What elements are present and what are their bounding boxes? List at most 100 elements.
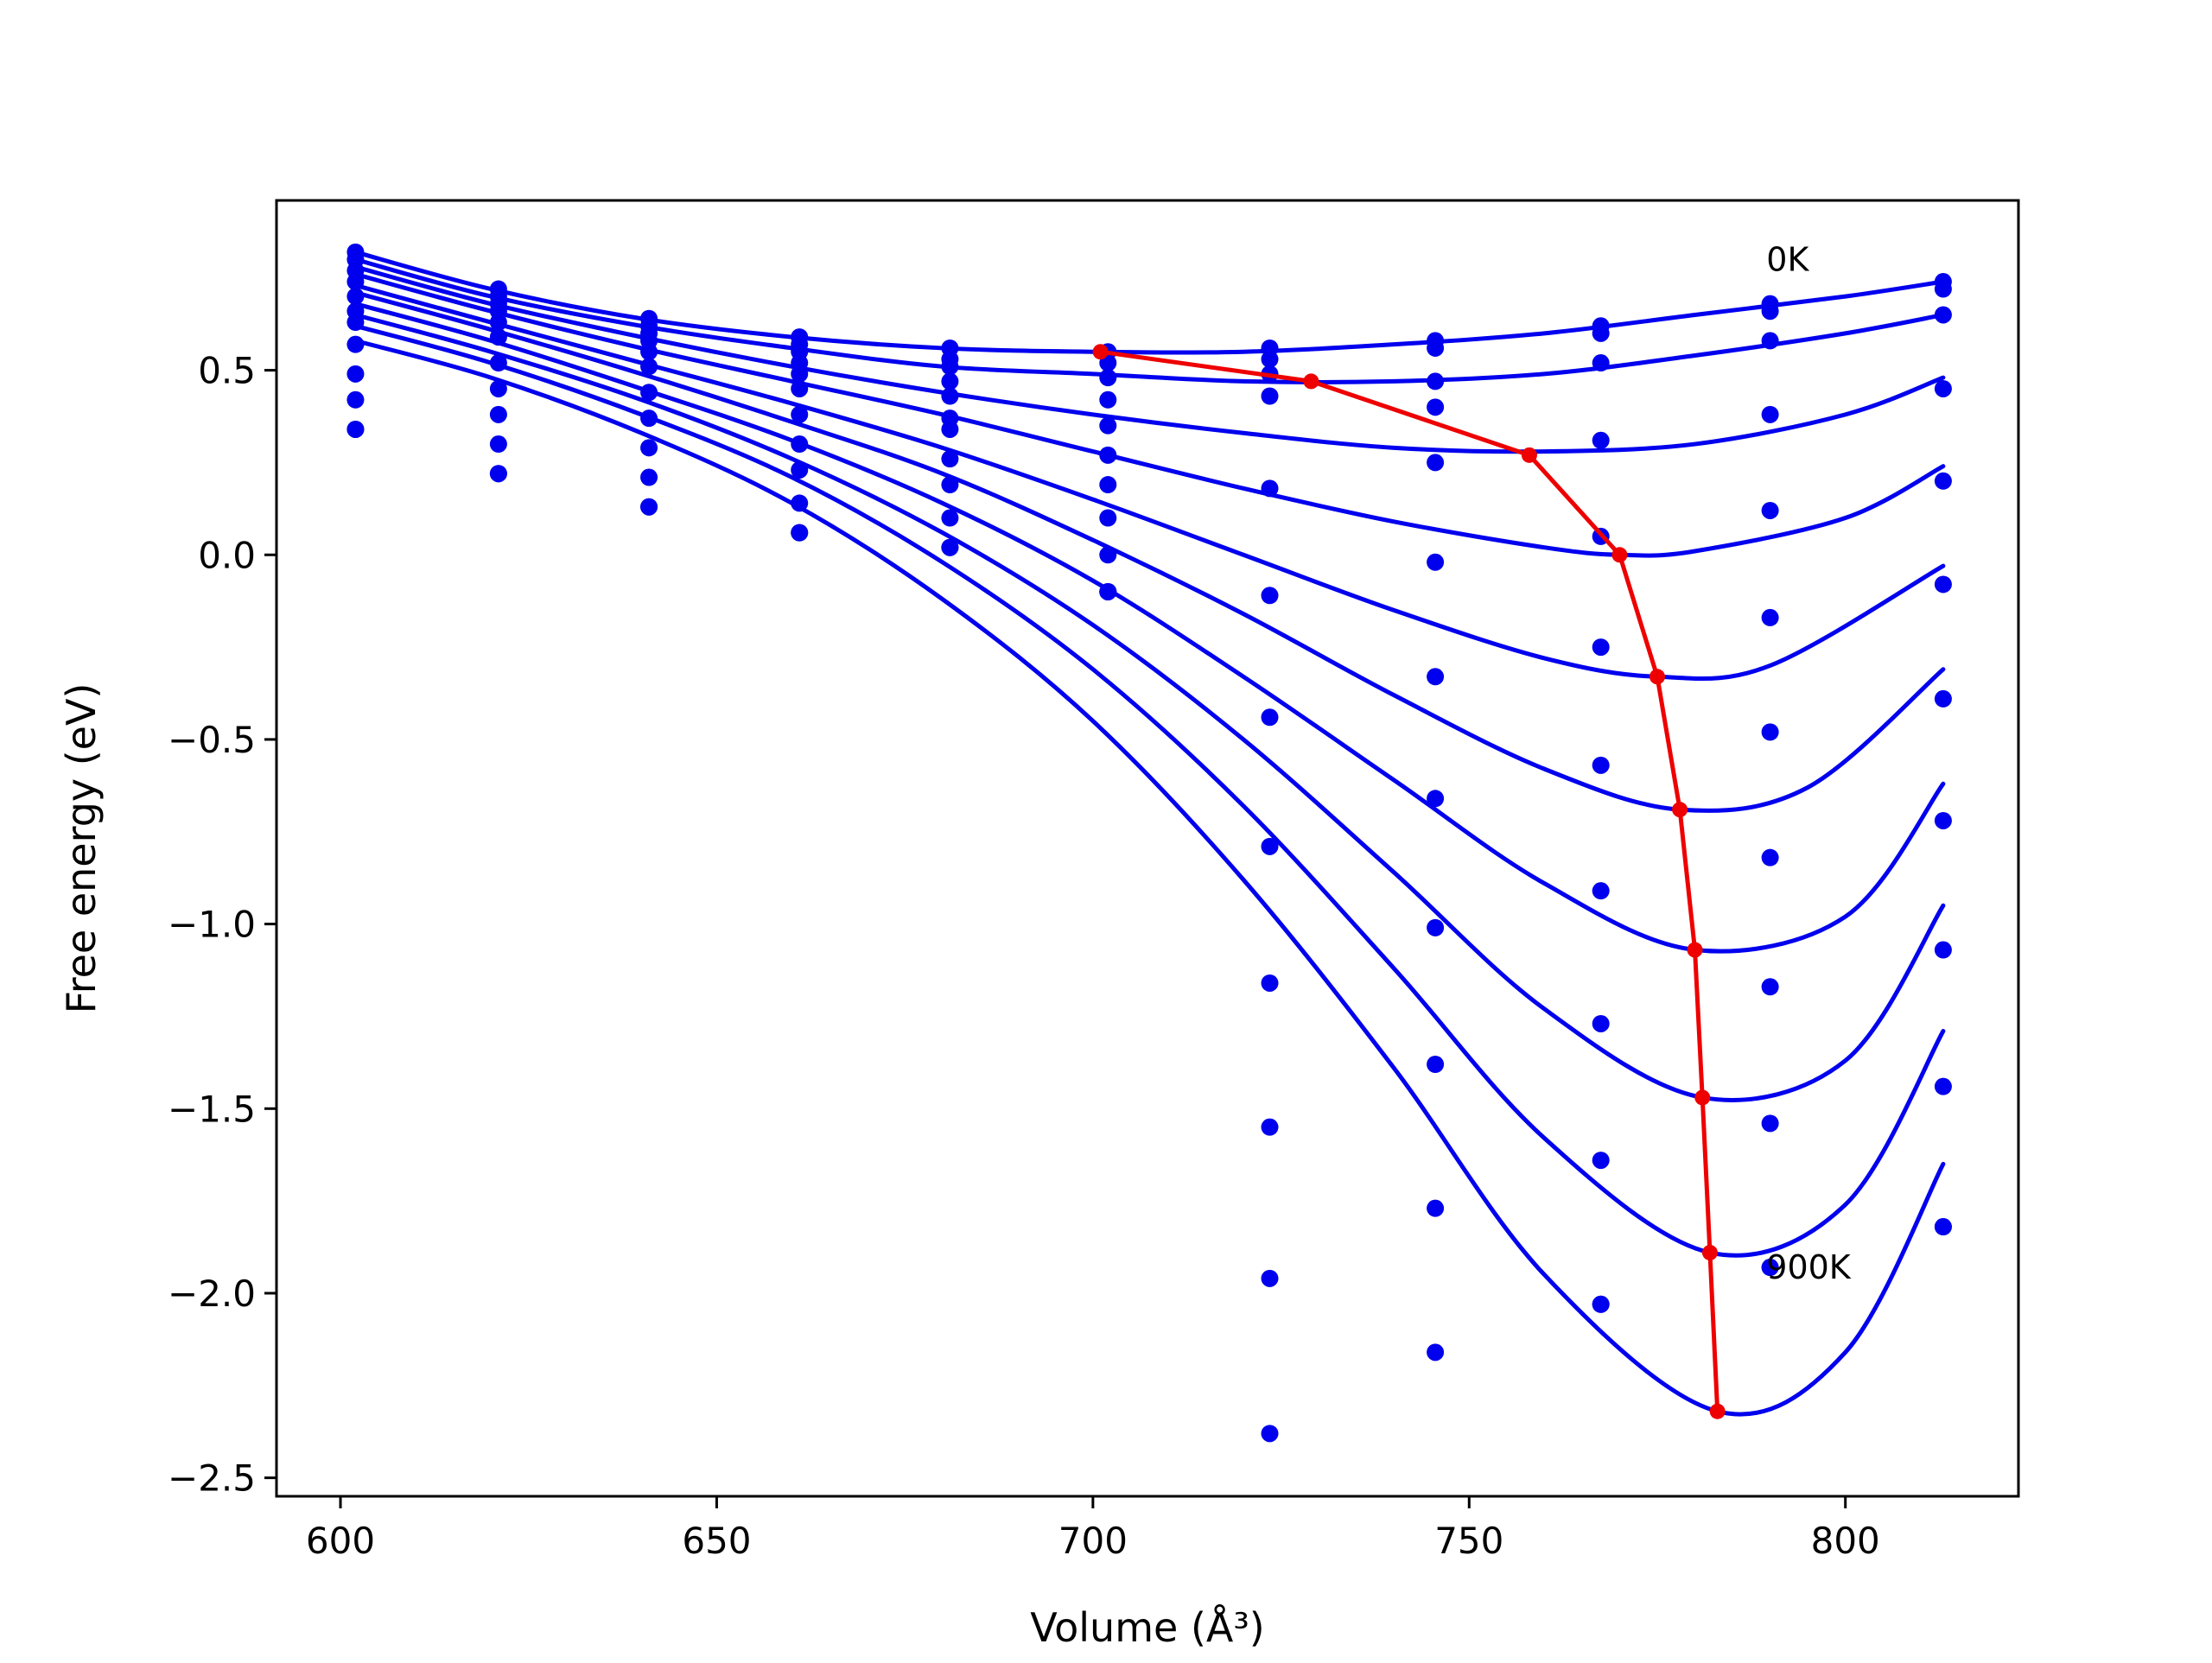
fit-curve-5 — [353, 282, 1946, 682]
fit-curve-1 — [353, 250, 1946, 355]
annotation-label: 0K — [1766, 240, 1809, 278]
data-point — [640, 343, 658, 361]
equilibrium-point — [1649, 669, 1665, 685]
x-tick-label: 750 — [1434, 1520, 1503, 1562]
data-point — [1261, 1425, 1279, 1443]
data-point — [1592, 431, 1610, 449]
data-point — [1261, 1269, 1279, 1287]
equilibrium-point — [1709, 1403, 1726, 1419]
data-point — [489, 435, 507, 454]
data-point — [1592, 1295, 1610, 1313]
equilibrium-point — [1687, 942, 1703, 958]
data-point — [1099, 369, 1117, 387]
data-point — [489, 314, 507, 332]
x-tick-label: 700 — [1058, 1520, 1128, 1562]
x-tick-label: 800 — [1811, 1520, 1880, 1562]
equilibrium-point — [1694, 1089, 1711, 1106]
data-point — [1934, 941, 1952, 959]
data-point — [640, 409, 658, 428]
fit-curve-2 — [353, 257, 1946, 384]
data-point — [1592, 882, 1610, 900]
data-point — [941, 420, 959, 438]
plot-frame — [275, 199, 2020, 1498]
data-point — [640, 468, 658, 486]
data-point — [941, 538, 959, 556]
data-point — [640, 384, 658, 402]
data-point — [1099, 416, 1117, 435]
data-point — [1934, 472, 1952, 490]
annotation-label: 900K — [1766, 1248, 1852, 1286]
data-point — [489, 328, 507, 346]
data-point — [346, 390, 365, 409]
data-point — [1099, 546, 1117, 564]
data-point — [1761, 302, 1779, 321]
data-point — [1099, 390, 1117, 409]
data-point — [791, 435, 809, 454]
equilibrium-point — [1672, 802, 1688, 818]
fit-curve-10 — [353, 338, 1946, 1417]
data-point — [1934, 379, 1952, 397]
data-point — [1261, 587, 1279, 605]
data-point — [1761, 608, 1779, 626]
data-point — [1592, 354, 1610, 372]
data-point — [1427, 1056, 1445, 1073]
data-point — [941, 372, 959, 390]
data-point — [1934, 689, 1952, 708]
data-point — [1427, 553, 1445, 571]
data-point — [1427, 454, 1445, 472]
data-point — [1934, 306, 1952, 324]
data-point — [489, 379, 507, 397]
data-point — [1427, 918, 1445, 936]
data-point — [1099, 476, 1117, 494]
data-point — [1934, 1077, 1952, 1095]
data-point — [1592, 324, 1610, 342]
x-tick-label: 650 — [682, 1520, 751, 1562]
y-tick-label: −1.0 — [168, 904, 256, 946]
data-point — [346, 335, 365, 353]
data-point — [1427, 668, 1445, 686]
data-point — [346, 288, 365, 306]
data-point — [346, 420, 365, 438]
data-point — [1427, 372, 1445, 390]
data-point — [1261, 350, 1279, 368]
data-point — [489, 354, 507, 372]
data-point — [1099, 446, 1117, 464]
y-axis-label: Free energy (eV) — [58, 683, 105, 1014]
equilibrium-point — [1303, 373, 1319, 390]
data-point — [1427, 339, 1445, 357]
ticks-layer: 600 650 700 750 800 0.5 0.0 −0.5 −1.0 −1.5 −2.0 −2.… — [168, 350, 1880, 1562]
equilibrium-point — [1611, 547, 1628, 563]
data-point — [1761, 723, 1779, 741]
data-point — [1261, 479, 1279, 498]
data-point — [1261, 837, 1279, 855]
data-point — [941, 476, 959, 494]
data-point — [1934, 1218, 1952, 1236]
data-point — [1761, 848, 1779, 866]
equilibrium-point — [1092, 344, 1109, 360]
fit-curve-6 — [353, 290, 1946, 813]
data-point — [791, 379, 809, 397]
data-point — [640, 358, 658, 376]
data-point — [1761, 501, 1779, 519]
data-point — [1592, 638, 1610, 657]
data-point — [1261, 974, 1279, 992]
data-point — [1934, 575, 1952, 593]
data-point — [1592, 1014, 1610, 1032]
data-point — [1761, 1259, 1779, 1277]
data-point — [791, 460, 809, 479]
data-point — [1761, 978, 1779, 996]
data-point — [1099, 582, 1117, 600]
data-point — [1934, 280, 1952, 298]
y-tick-label: 0.0 — [198, 534, 256, 576]
data-point — [791, 494, 809, 512]
fit-curve-8 — [353, 312, 1946, 1102]
data-point — [941, 509, 959, 527]
data-point — [346, 365, 365, 383]
data-point — [489, 465, 507, 483]
y-tick-label: −1.5 — [168, 1088, 256, 1130]
x-axis-label: Volume (Å³) — [1030, 1604, 1265, 1651]
data-point — [1427, 1343, 1445, 1362]
